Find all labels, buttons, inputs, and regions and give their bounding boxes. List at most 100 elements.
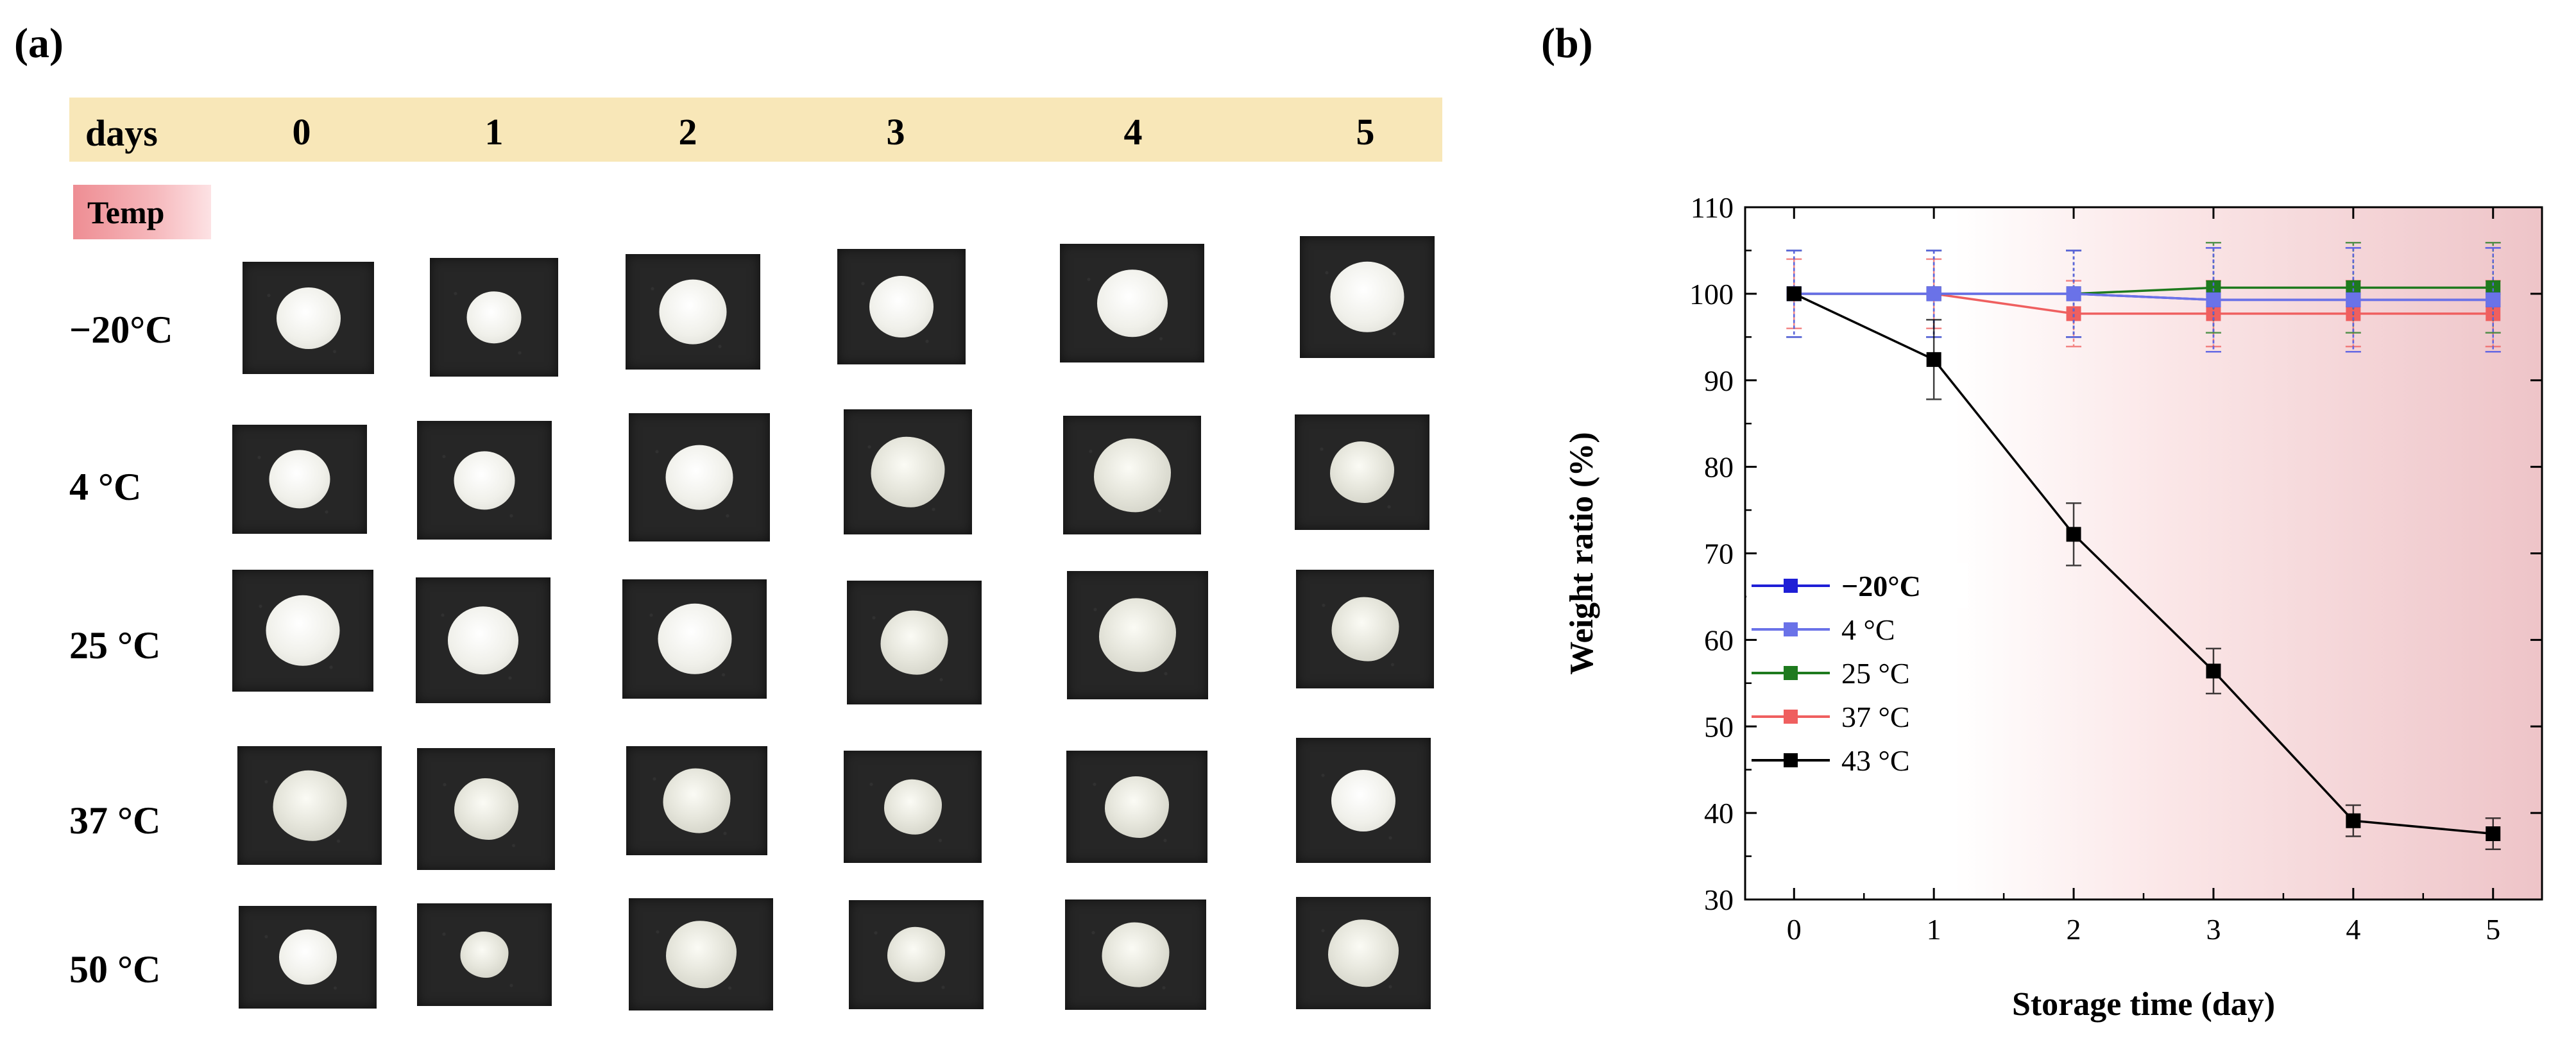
days-header: days <box>85 112 158 154</box>
y-tick-label: 100 <box>1689 278 1734 311</box>
sample-photo <box>626 746 767 855</box>
sample-photo <box>622 579 767 699</box>
sample-disc <box>269 450 330 509</box>
y-tick-label: 110 <box>1691 191 1734 224</box>
sample-disc <box>278 929 337 985</box>
sample-photo <box>626 254 760 370</box>
legend-marker <box>1784 666 1798 680</box>
y-tick-label: 30 <box>1704 883 1734 916</box>
legend-marker <box>1784 579 1798 593</box>
sample-disc <box>658 603 731 675</box>
legend-marker <box>1784 710 1798 724</box>
legend-marker <box>1784 622 1798 636</box>
sample-photo <box>629 898 773 1010</box>
sample-photo <box>844 751 982 863</box>
sample-disc <box>266 595 340 667</box>
error-bar <box>2345 242 2361 334</box>
y-tick-label: 60 <box>1704 624 1734 656</box>
sample-disc <box>665 920 737 989</box>
series-4 <box>1786 286 2501 851</box>
error-bar <box>2205 242 2221 334</box>
data-point <box>2066 527 2081 542</box>
x-tick-label: 4 <box>2346 913 2360 946</box>
error-bar <box>2485 247 2501 353</box>
sample-photo <box>232 570 373 692</box>
sample-disc <box>460 932 509 978</box>
row-label-4: 4 °C <box>69 466 142 508</box>
sample-photo <box>1295 414 1429 530</box>
sample-disc <box>454 778 518 840</box>
x-tick-label: 2 <box>2067 913 2081 946</box>
data-point <box>1926 352 1941 367</box>
sample-disc <box>454 450 515 510</box>
legend-label: −20°C <box>1841 570 1921 602</box>
sample-photo <box>1296 738 1431 863</box>
data-point <box>1786 286 1802 302</box>
sample-disc <box>1096 269 1168 337</box>
y-tick-label: 50 <box>1704 710 1734 743</box>
sample-disc <box>1093 438 1171 513</box>
sample-photo <box>1300 236 1435 358</box>
temp-badge: Temp <box>73 185 211 239</box>
legend-label: 43 °C <box>1841 744 1910 777</box>
legend-item: −20°C <box>1752 570 1921 602</box>
panel-a-label: (a) <box>14 20 64 67</box>
x-tick-label: 5 <box>2486 913 2500 946</box>
sample-disc <box>1331 769 1395 831</box>
sample-disc <box>466 291 522 344</box>
sample-disc <box>1328 919 1399 987</box>
sample-photo <box>1067 571 1208 699</box>
sample-disc <box>448 606 518 674</box>
sample-disc <box>276 287 341 349</box>
legend-item: 4 °C <box>1752 613 1895 646</box>
sample-disc <box>883 779 942 835</box>
data-point <box>2486 826 2501 841</box>
x-tick-label: 3 <box>2206 913 2221 946</box>
sample-disc <box>1331 597 1399 661</box>
sample-photo <box>417 748 555 870</box>
legend-label: 37 °C <box>1841 701 1910 733</box>
sample-disc <box>665 445 733 510</box>
day-column-2: 2 <box>678 111 697 153</box>
error-bar <box>2345 247 2361 353</box>
series-1 <box>1786 247 2501 353</box>
sample-photo <box>1066 751 1207 863</box>
sample-photo <box>849 900 984 1009</box>
data-point <box>2346 813 2361 828</box>
x-axis-label: Storage time (day) <box>2012 986 2275 1023</box>
row-label-50: 50 °C <box>69 948 161 991</box>
x-tick-label: 0 <box>1787 913 1802 946</box>
sample-photo <box>237 746 382 865</box>
sample-photo <box>417 903 552 1006</box>
legend-item: 37 °C <box>1752 701 1910 733</box>
row-label-minus20: −20°C <box>69 309 173 351</box>
sample-photo <box>629 413 770 541</box>
temp-badge-label: Temp <box>87 194 165 230</box>
day-column-3: 3 <box>886 111 905 153</box>
legend-label: 25 °C <box>1841 657 1910 690</box>
sample-disc <box>880 610 948 675</box>
sample-disc <box>273 770 346 841</box>
legend-marker <box>1784 753 1798 767</box>
sample-photo <box>844 409 972 534</box>
sample-photo <box>847 581 982 704</box>
sample-disc <box>659 279 727 345</box>
sample-photo <box>837 249 966 364</box>
sample-disc <box>871 436 945 507</box>
data-point <box>2206 663 2221 679</box>
legend-item: 25 °C <box>1752 657 1910 690</box>
sample-photo <box>1296 570 1434 688</box>
data-point <box>2206 292 2221 307</box>
sample-disc <box>1330 261 1404 333</box>
series-line <box>1794 293 2493 302</box>
error-bar <box>2205 247 2221 353</box>
sample-photo <box>430 258 558 377</box>
days-header-bar: days 0 1 2 3 4 5 <box>69 98 1442 162</box>
sample-photo <box>416 577 550 703</box>
x-tick-label: 1 <box>1927 913 1941 946</box>
sample-disc <box>1105 776 1169 838</box>
series-line <box>1793 293 2493 835</box>
y-tick-label: 70 <box>1704 538 1734 570</box>
error-bar <box>2485 242 2501 334</box>
